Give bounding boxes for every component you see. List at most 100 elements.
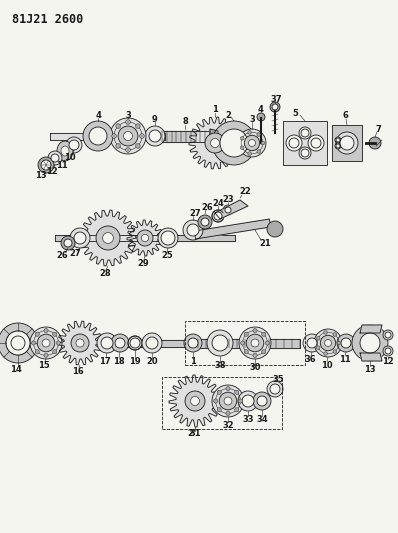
Polygon shape [169,375,221,427]
Circle shape [205,133,225,153]
Circle shape [246,334,264,352]
Text: 15: 15 [38,360,50,369]
Text: 8: 8 [182,117,188,126]
Circle shape [187,224,199,236]
Text: 11: 11 [339,354,351,364]
Polygon shape [50,133,165,140]
Circle shape [383,330,393,340]
Text: 22: 22 [239,188,251,197]
Circle shape [324,352,328,356]
Text: 31: 31 [189,430,201,439]
FancyBboxPatch shape [283,121,327,165]
Circle shape [198,215,212,229]
Circle shape [240,341,245,345]
Circle shape [118,126,138,146]
Circle shape [0,323,38,363]
Polygon shape [162,131,210,141]
Circle shape [385,332,391,338]
Circle shape [219,392,237,410]
Circle shape [352,325,388,361]
Text: 26: 26 [56,252,68,261]
Circle shape [184,334,202,352]
Circle shape [6,331,30,355]
Text: 13: 13 [364,365,376,374]
Text: 20: 20 [146,357,158,366]
Text: 17: 17 [99,357,111,366]
Circle shape [37,334,55,352]
Polygon shape [18,340,295,346]
Circle shape [142,333,162,353]
Text: 6: 6 [342,111,348,120]
Text: 27: 27 [69,248,81,257]
Circle shape [238,129,266,157]
Circle shape [286,135,302,151]
Circle shape [41,160,51,170]
Circle shape [257,150,261,154]
Circle shape [223,205,233,215]
Circle shape [115,338,125,348]
Text: 33: 33 [242,415,254,424]
Text: 1: 1 [212,106,218,115]
Circle shape [96,226,120,250]
Text: 28: 28 [99,269,111,278]
Circle shape [66,137,82,153]
Circle shape [111,334,129,352]
Circle shape [337,334,355,352]
Circle shape [235,390,239,394]
Circle shape [239,327,271,359]
Circle shape [112,134,116,139]
Circle shape [188,338,198,348]
Circle shape [217,408,221,412]
Polygon shape [194,219,271,239]
Circle shape [340,136,354,150]
Text: 10: 10 [64,154,76,163]
Circle shape [89,127,107,145]
Circle shape [161,231,175,245]
Circle shape [140,134,144,139]
FancyBboxPatch shape [332,125,362,161]
Circle shape [116,124,121,128]
Circle shape [126,120,130,124]
Text: 29: 29 [137,259,149,268]
Circle shape [137,230,153,246]
Circle shape [11,336,25,350]
Circle shape [212,210,224,222]
Circle shape [336,132,358,154]
Text: 12: 12 [382,357,394,366]
Circle shape [211,139,220,148]
Text: 3: 3 [249,115,255,124]
Text: 10: 10 [321,360,333,369]
Circle shape [103,232,113,244]
Circle shape [253,353,257,358]
Text: 14: 14 [10,365,22,374]
Circle shape [265,341,269,345]
Circle shape [76,339,84,347]
Text: 32: 32 [222,421,234,430]
Circle shape [235,408,239,412]
Circle shape [320,335,336,351]
Circle shape [191,397,199,406]
Circle shape [289,138,299,148]
Text: 9: 9 [152,116,158,125]
Circle shape [213,399,218,403]
Circle shape [201,218,209,226]
Polygon shape [360,353,382,361]
Circle shape [248,152,252,156]
Text: 81J21 2600: 81J21 2600 [12,13,83,26]
Text: 2: 2 [225,110,231,119]
Circle shape [97,333,117,353]
Circle shape [83,121,113,151]
Circle shape [74,232,86,244]
Text: 4: 4 [95,111,101,120]
Circle shape [146,337,158,349]
Circle shape [51,154,59,162]
Circle shape [183,220,203,240]
Circle shape [272,104,278,110]
Text: 25: 25 [161,252,173,261]
Circle shape [244,332,248,336]
Circle shape [299,147,311,159]
Circle shape [301,149,309,157]
Circle shape [333,333,337,336]
Circle shape [251,339,259,347]
Circle shape [64,239,72,247]
